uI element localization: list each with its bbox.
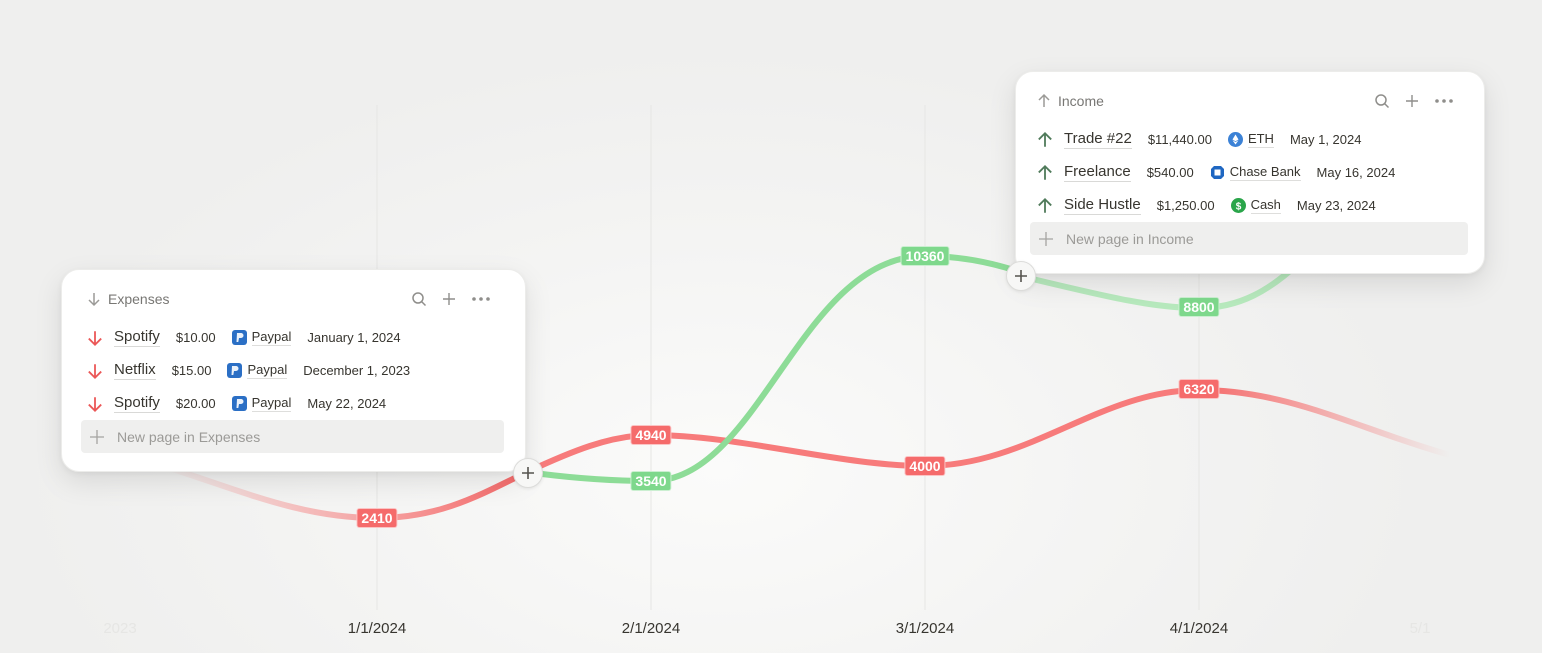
x-axis-label: 2/1/2024 <box>621 620 681 637</box>
paypal-icon <box>227 363 243 378</box>
x-axis-label: 3/1/2024 <box>895 620 955 637</box>
income-account[interactable]: Chase Bank <box>1210 164 1301 181</box>
x-axis-label: 2023 <box>103 620 137 637</box>
plus-icon <box>1038 231 1054 247</box>
new-page-expenses-button[interactable]: New page in Expenses <box>81 420 504 453</box>
chart-add-node[interactable] <box>513 458 543 488</box>
expense-amount: $10.00 <box>175 330 216 345</box>
x-axis-label: 4/1/2024 <box>1169 620 1229 637</box>
expense-name[interactable]: Netflix <box>114 361 156 380</box>
income-row[interactable]: Freelance $540.00 Chase Bank May 16, 202… <box>1030 156 1464 189</box>
new-page-income-button[interactable]: New page in Income <box>1030 222 1468 255</box>
expense-amount: $20.00 <box>175 396 216 411</box>
income-card-header: Income <box>1030 89 1464 113</box>
expense-date: December 1, 2023 <box>303 363 411 378</box>
income-account[interactable]: ETH <box>1227 131 1274 148</box>
expenses-line-fade-right <box>1196 387 1453 458</box>
chase-bank-icon <box>1210 165 1225 180</box>
expense-data-label: 6320 <box>1178 379 1220 399</box>
income-row[interactable]: Side Hustle $1,250.00 $ Cash May 23, 202… <box>1030 189 1464 222</box>
expenses-card: Expenses Spotify $10.00 Paypal <box>61 269 526 472</box>
chart-add-node[interactable] <box>1006 261 1036 291</box>
plus-icon[interactable] <box>1404 93 1420 109</box>
arrow-down-icon <box>86 362 104 380</box>
expenses-card-header: Expenses <box>82 287 505 311</box>
cash-icon: $ <box>1230 198 1246 213</box>
income-data-label: 8800 <box>1178 297 1220 317</box>
paypal-icon <box>231 330 247 345</box>
income-name[interactable]: Trade #22 <box>1064 130 1132 149</box>
expense-row[interactable]: Spotify $20.00 Paypal May 22, 2024 <box>82 387 505 420</box>
paypal-icon <box>231 396 247 411</box>
plus-icon <box>89 429 105 445</box>
expense-row[interactable]: Spotify $10.00 Paypal January 1, 2024 <box>82 321 505 354</box>
income-date: May 1, 2024 <box>1289 132 1362 147</box>
expense-account[interactable]: Paypal <box>227 362 288 379</box>
expenses-card-title: Expenses <box>108 291 170 307</box>
more-icon[interactable] <box>471 291 491 307</box>
x-axis-label: 1/1/2024 <box>347 620 407 637</box>
income-data-label: 10360 <box>900 246 950 266</box>
expense-account[interactable]: Paypal <box>231 329 292 346</box>
arrow-down-icon <box>86 395 104 413</box>
expense-data-label: 4940 <box>630 425 672 445</box>
plus-icon <box>522 467 534 479</box>
expense-name[interactable]: Spotify <box>114 394 160 413</box>
expense-row[interactable]: Netflix $15.00 Paypal December 1, 2023 <box>82 354 505 387</box>
expense-data-label: 4000 <box>904 456 946 476</box>
income-amount: $11,440.00 <box>1147 132 1212 147</box>
svg-text:$: $ <box>1235 201 1241 212</box>
income-line <box>524 252 1023 485</box>
income-date: May 23, 2024 <box>1296 198 1376 213</box>
income-data-label: 3540 <box>630 471 672 491</box>
expense-name[interactable]: Spotify <box>114 328 160 347</box>
expense-amount: $15.00 <box>171 363 212 378</box>
income-card-title: Income <box>1058 93 1104 109</box>
expense-data-label: 2410 <box>356 508 398 528</box>
arrow-down-icon <box>86 329 104 347</box>
search-icon[interactable] <box>1374 93 1390 109</box>
expense-date: January 1, 2024 <box>307 330 401 345</box>
x-axis-label: 5/1 <box>1409 620 1431 637</box>
income-row[interactable]: Trade #22 $11,440.00 ETH May 1, 2024 <box>1030 123 1464 156</box>
arrow-up-icon <box>1036 131 1054 149</box>
income-date: May 16, 2024 <box>1316 165 1396 180</box>
expense-date: May 22, 2024 <box>307 396 387 411</box>
arrow-down-icon <box>86 291 102 307</box>
expenses-line-fade-left <box>157 462 530 522</box>
arrow-up-icon <box>1036 164 1054 182</box>
income-amount: $1,250.00 <box>1156 198 1215 213</box>
income-card: Income Trade #22 $11,440.00 ETH <box>1015 71 1485 274</box>
arrow-up-icon <box>1036 93 1052 109</box>
expense-account[interactable]: Paypal <box>231 395 292 412</box>
income-account[interactable]: $ Cash <box>1230 197 1281 214</box>
plus-icon <box>1015 270 1027 282</box>
arrow-up-icon <box>1036 197 1054 215</box>
ethereum-icon <box>1227 132 1243 147</box>
search-icon[interactable] <box>411 291 427 307</box>
expenses-line <box>524 387 1202 475</box>
plus-icon[interactable] <box>441 291 457 307</box>
more-icon[interactable] <box>1434 93 1454 109</box>
income-name[interactable]: Side Hustle <box>1064 196 1141 215</box>
income-name[interactable]: Freelance <box>1064 163 1131 182</box>
income-amount: $540.00 <box>1146 165 1194 180</box>
